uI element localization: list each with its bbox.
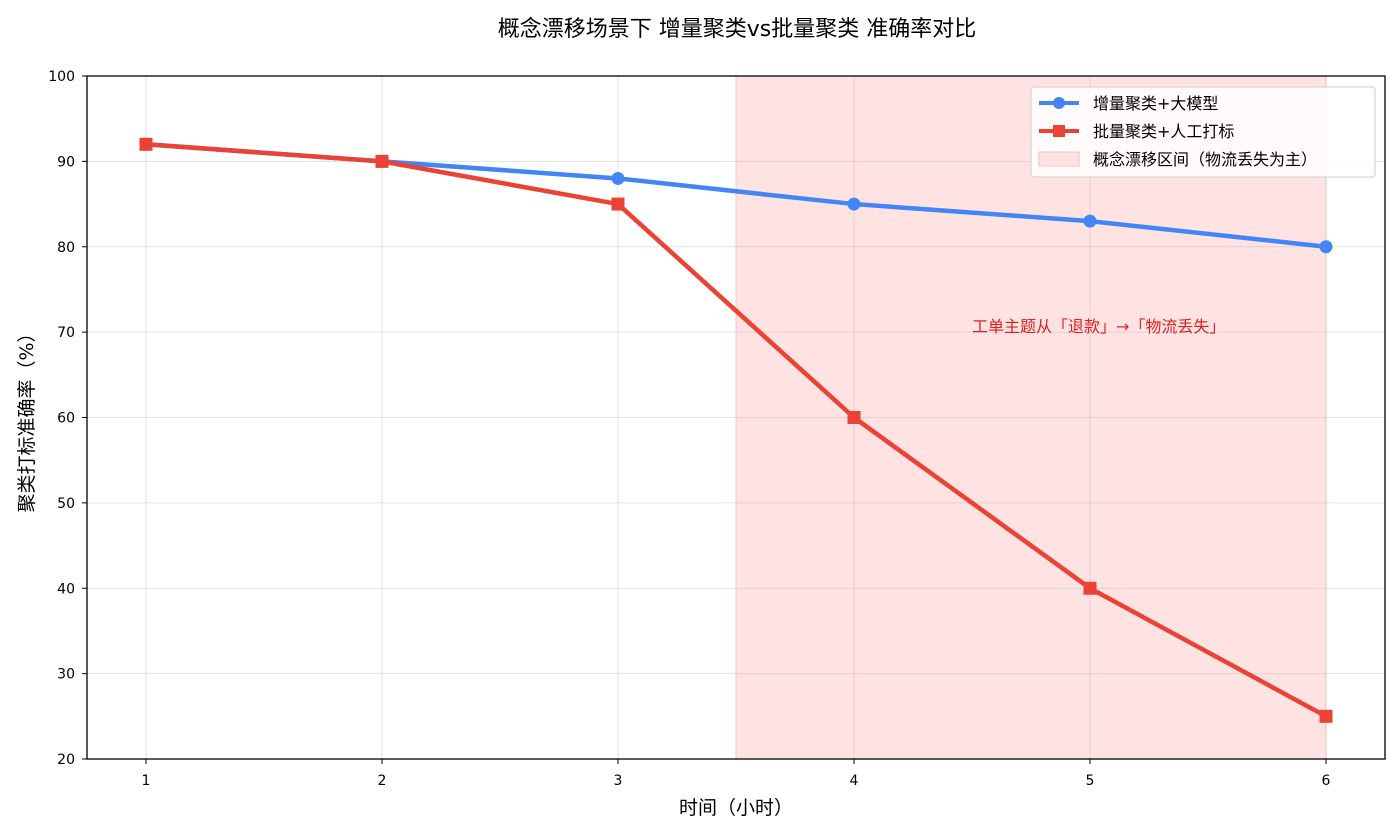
series-incremental-point	[1319, 240, 1333, 254]
y-tick-label: 60	[57, 411, 75, 427]
x-tick-label: 4	[850, 773, 859, 789]
y-tick-label: 100	[48, 69, 75, 85]
series-batch-point	[139, 137, 153, 151]
series-incremental-point	[847, 197, 861, 211]
y-tick-label: 80	[57, 240, 75, 256]
x-tick-label: 1	[142, 773, 151, 789]
series-batch-point	[1319, 709, 1333, 723]
legend: 增量聚类+大模型 批量聚类+人工打标 概念漂移区间（物流丢失为主）	[1030, 86, 1376, 178]
legend-label-incremental: 增量聚类+大模型	[1093, 94, 1218, 113]
annotation-text: 工单主题从「退款」→「物流丢失」	[972, 317, 1225, 336]
legend-label-batch: 批量聚类+人工打标	[1093, 122, 1234, 141]
legend-marker-batch	[1053, 125, 1065, 137]
legend-swatch-drift-region	[1038, 151, 1080, 167]
shaded-region-layer	[735, 75, 1327, 760]
x-tick-label: 6	[1322, 773, 1331, 789]
y-tick-label: 40	[57, 581, 75, 597]
y-tick-label: 90	[57, 154, 75, 170]
y-tick-label: 70	[57, 325, 75, 341]
y-axis-title: 聚类打标准确率（%）	[16, 323, 38, 512]
y-tick-label: 20	[57, 752, 75, 768]
y-tick-label: 30	[57, 667, 75, 683]
legend-marker-incremental	[1053, 97, 1065, 109]
series-batch-point	[611, 197, 625, 211]
legend-box	[1030, 86, 1376, 178]
series-incremental-point	[611, 171, 625, 185]
series-batch-point	[375, 154, 389, 168]
legend-label-drift-region: 概念漂移区间（物流丢失为主）	[1093, 150, 1317, 169]
x-tick-label: 3	[614, 773, 623, 789]
chart-title: 概念漂移场景下 增量聚类vs批量聚类 准确率对比	[498, 17, 976, 42]
series-batch	[139, 137, 1333, 723]
y-tick-label: 50	[57, 496, 75, 512]
tick-layer: 1 2 3 4 5 6 20 30 40 50 60 70 80 90 100	[48, 69, 1330, 789]
series-layer	[139, 137, 1333, 723]
x-tick-label: 5	[1086, 773, 1095, 789]
series-incremental-point	[1083, 214, 1097, 228]
x-axis-title: 时间（小时）	[679, 797, 793, 819]
series-batch-point	[1083, 581, 1097, 595]
series-batch-line	[143, 142, 1329, 719]
drift-region	[735, 75, 1327, 760]
x-tick-label: 2	[378, 773, 387, 789]
series-batch-point	[847, 411, 861, 424]
